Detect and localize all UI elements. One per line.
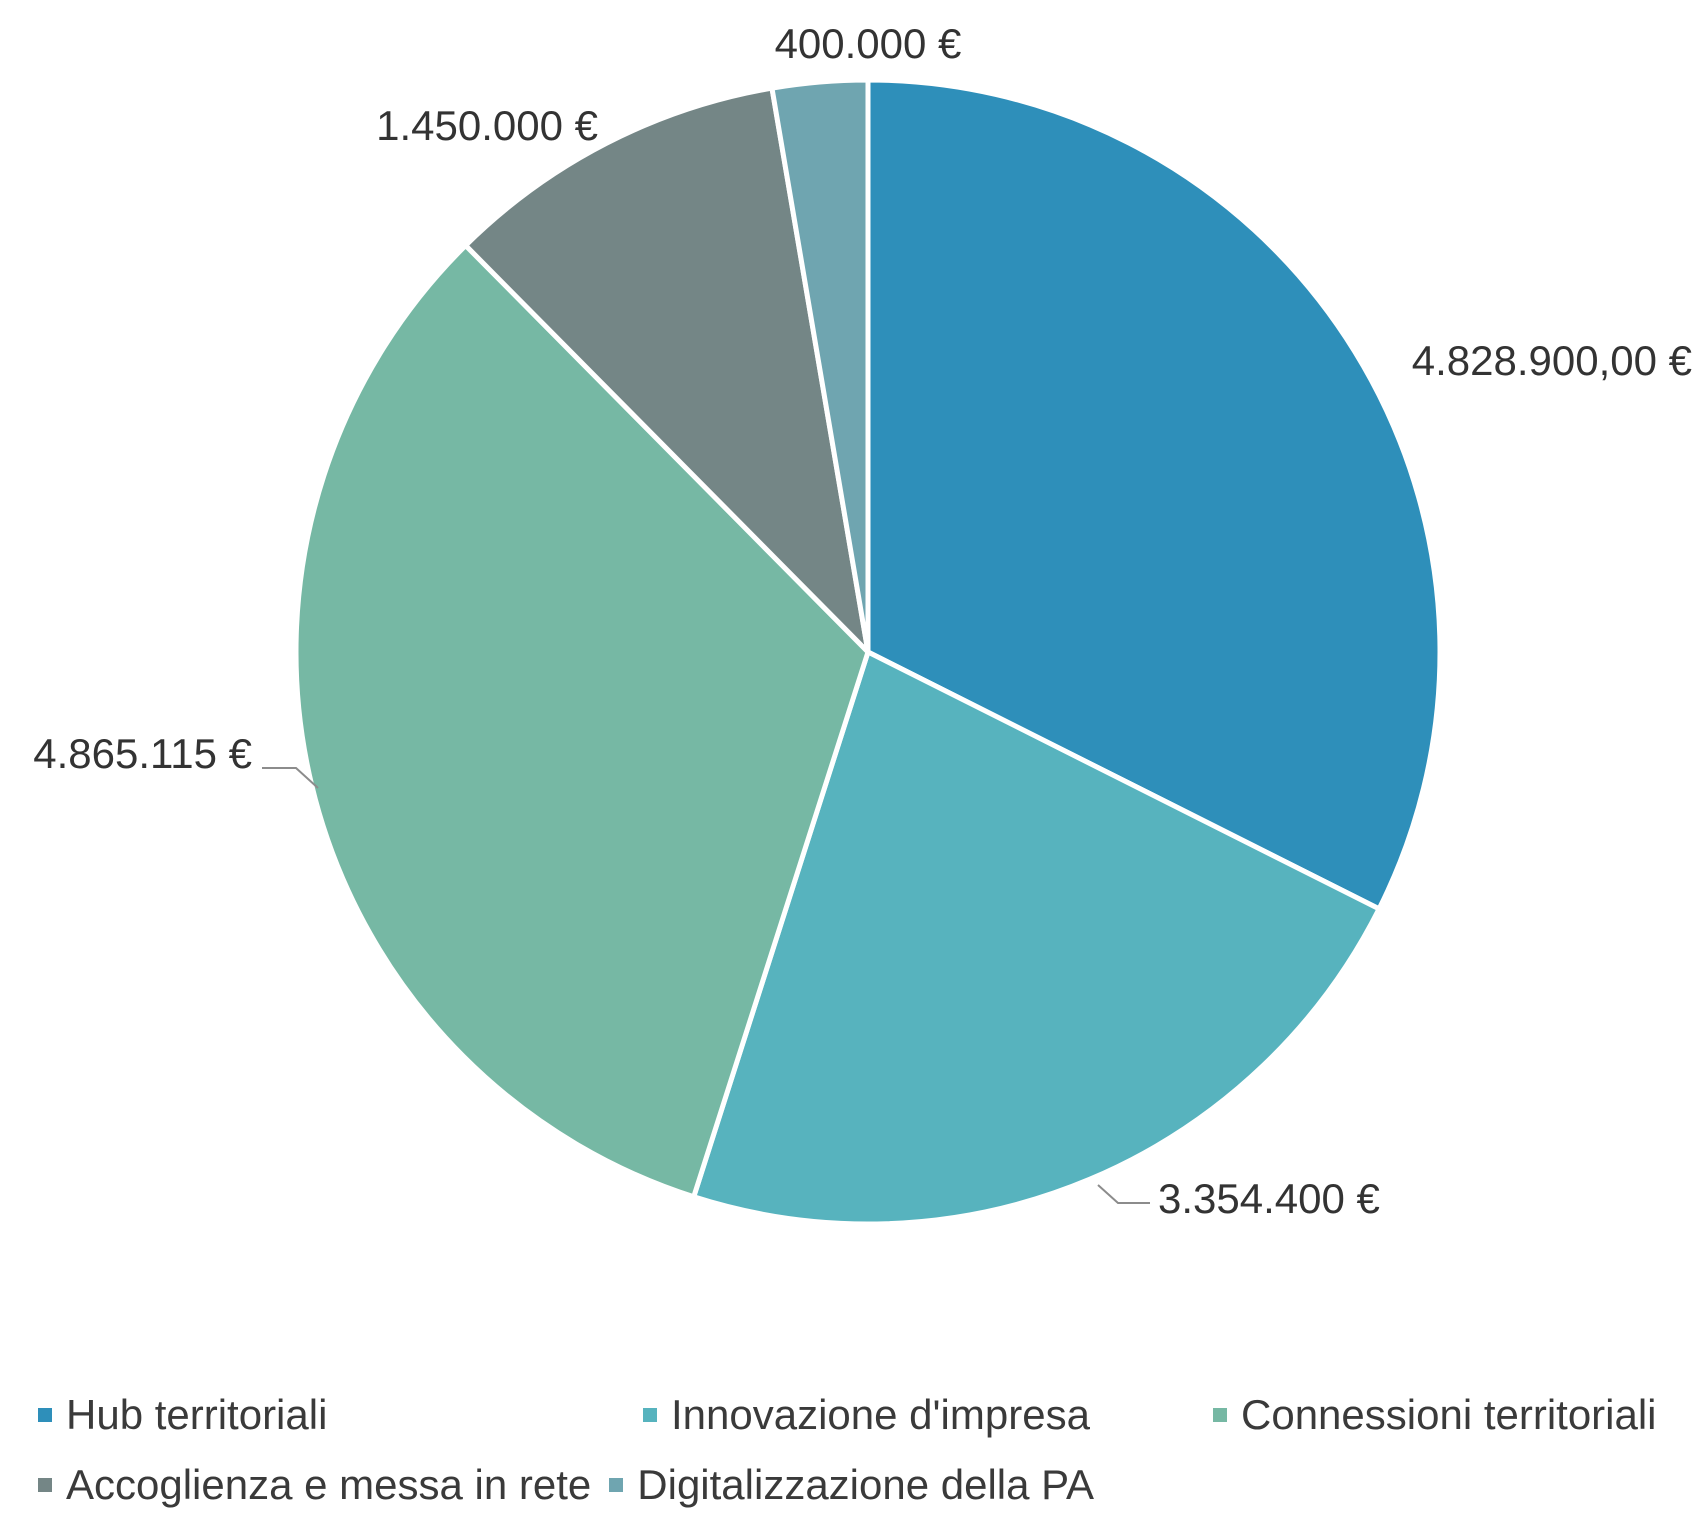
legend-swatch-icon (643, 1408, 657, 1422)
legend-swatch-icon (1213, 1408, 1227, 1422)
pie-slice-2 (293, 242, 871, 1200)
legend-label: Connessioni territoriali (1241, 1391, 1657, 1438)
leader-lines (262, 767, 1150, 1204)
data-label-0: 4.828.900,00 € (1412, 337, 1692, 384)
legend-label: Accoglienza e messa in rete (66, 1461, 592, 1508)
legend-item-digitalizzazione-pa: Digitalizzazione della PA (609, 1461, 1094, 1509)
legend-swatch-icon (609, 1478, 624, 1492)
legend-label: Digitalizzazione della PA (637, 1461, 1095, 1508)
pie-slice-3 (463, 85, 871, 655)
data-labels: 4.828.900,00 € 3.354.400 € 4.865.115 € 1.45… (33, 20, 1692, 1222)
leader-line-2 (262, 767, 319, 789)
legend-item-connessioni-territoriali: Connessioni territoriali (1213, 1391, 1657, 1439)
pie-slice-1 (691, 649, 1382, 1227)
data-label-3: 1.450.000 € (376, 102, 598, 149)
data-label-2: 4.865.115 € (33, 730, 252, 777)
legend-label: Innovazione d'impresa (671, 1391, 1090, 1438)
legend: Hub territoriali Innovazione d'impresa C… (38, 1380, 1678, 1520)
leader-line-1 (1097, 1184, 1150, 1204)
legend-swatch-icon (38, 1408, 52, 1422)
legend-swatch-icon (38, 1478, 52, 1492)
data-label-4: 400.000 € (775, 20, 962, 67)
legend-item-hub-territoriali: Hub territoriali (38, 1391, 643, 1439)
pie-slice-0 (865, 77, 1443, 912)
legend-row-1: Hub territoriali Innovazione d'impresa C… (38, 1380, 1678, 1450)
data-label-1: 3.354.400 € (1158, 1175, 1380, 1222)
pie-chart-svg: 4.828.900,00 € 3.354.400 € 4.865.115 € 1.45… (33, 20, 1692, 1227)
pie-slices (293, 77, 1443, 1227)
pie-slice-4 (769, 77, 871, 655)
legend-item-innovazione-impresa: Innovazione d'impresa (643, 1391, 1213, 1439)
legend-row-2: Accoglienza e messa in rete Digitalizzaz… (38, 1450, 1678, 1520)
legend-item-accoglienza: Accoglienza e messa in rete (38, 1461, 591, 1509)
legend-label: Hub territoriali (66, 1391, 328, 1438)
